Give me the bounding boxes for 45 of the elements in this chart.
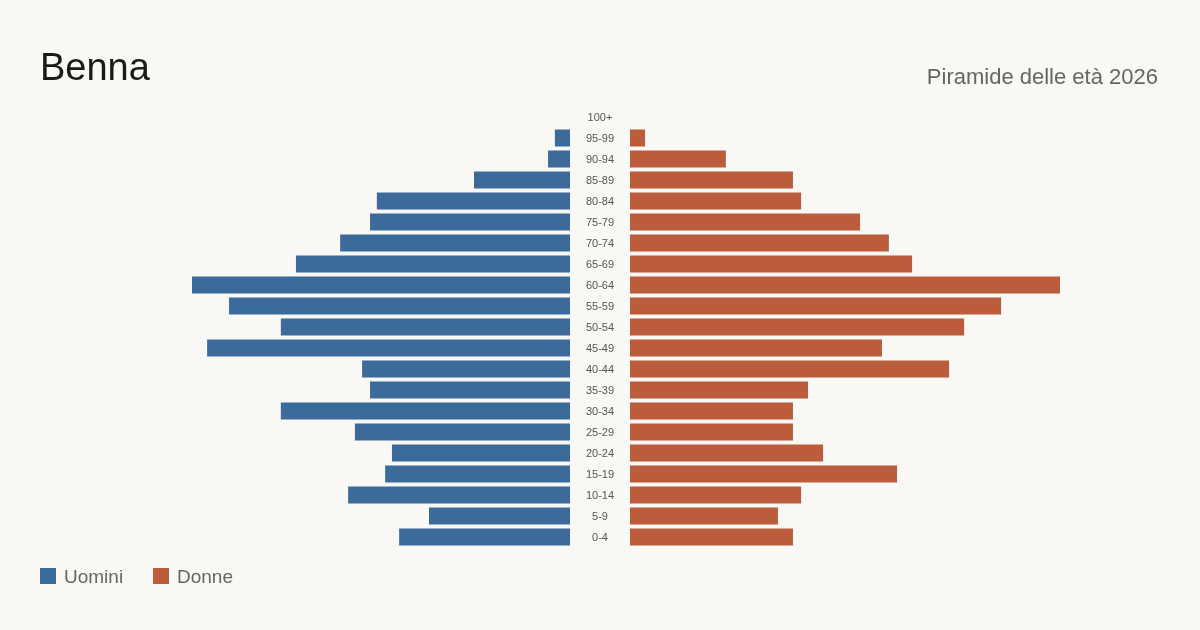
y-tick-label: 50-54 bbox=[585, 320, 615, 333]
y-tick-label: 75-79 bbox=[585, 215, 615, 228]
y-tick-label: 35-39 bbox=[585, 383, 615, 396]
bar bbox=[630, 486, 802, 504]
y-tick-label: 65-69 bbox=[585, 257, 615, 270]
y-tick-label: 25-29 bbox=[585, 425, 615, 438]
y-tick-label: 95-99 bbox=[585, 131, 615, 144]
bar bbox=[630, 465, 898, 483]
bar bbox=[630, 255, 913, 273]
chart-title: Benna bbox=[40, 46, 151, 88]
bar bbox=[630, 444, 824, 462]
bar bbox=[630, 213, 861, 231]
bar bbox=[630, 234, 889, 252]
y-tick-label: 80-84 bbox=[585, 194, 615, 207]
bar bbox=[630, 318, 965, 336]
legend-label: Uomini bbox=[64, 565, 124, 587]
y-tick-label: 55-59 bbox=[585, 299, 615, 312]
bar bbox=[630, 192, 802, 210]
y-tick-label: 45-49 bbox=[585, 341, 615, 354]
bar bbox=[630, 150, 726, 168]
bar bbox=[630, 297, 1002, 315]
y-tick-label: 5-9 bbox=[592, 509, 608, 522]
y-tick-label: 90-94 bbox=[585, 152, 615, 165]
y-tick-label: 20-24 bbox=[585, 446, 615, 459]
bar bbox=[630, 402, 793, 420]
y-tick-label: 100+ bbox=[587, 110, 613, 123]
legend-label: Donne bbox=[177, 565, 233, 587]
y-tick-label: 70-74 bbox=[585, 236, 615, 249]
y-tick-label: 0-4 bbox=[592, 530, 608, 543]
y-tick-label: 30-34 bbox=[585, 404, 615, 417]
y-tick-label: 15-19 bbox=[585, 467, 615, 480]
bar bbox=[630, 129, 646, 147]
y-tick-label: 40-44 bbox=[585, 362, 615, 375]
bar bbox=[630, 507, 778, 525]
y-tick-label: 85-89 bbox=[585, 173, 615, 186]
y-tick-label: 60-64 bbox=[585, 278, 615, 291]
chart-subtitle: Piramide delle età 2026 bbox=[926, 64, 1158, 89]
bar bbox=[630, 423, 793, 441]
bar bbox=[630, 339, 882, 357]
bar bbox=[630, 276, 1060, 294]
bar bbox=[630, 360, 950, 378]
bar bbox=[630, 381, 809, 399]
bar bbox=[630, 171, 793, 189]
bar bbox=[630, 528, 793, 546]
y-tick-label: 10-14 bbox=[585, 488, 615, 501]
